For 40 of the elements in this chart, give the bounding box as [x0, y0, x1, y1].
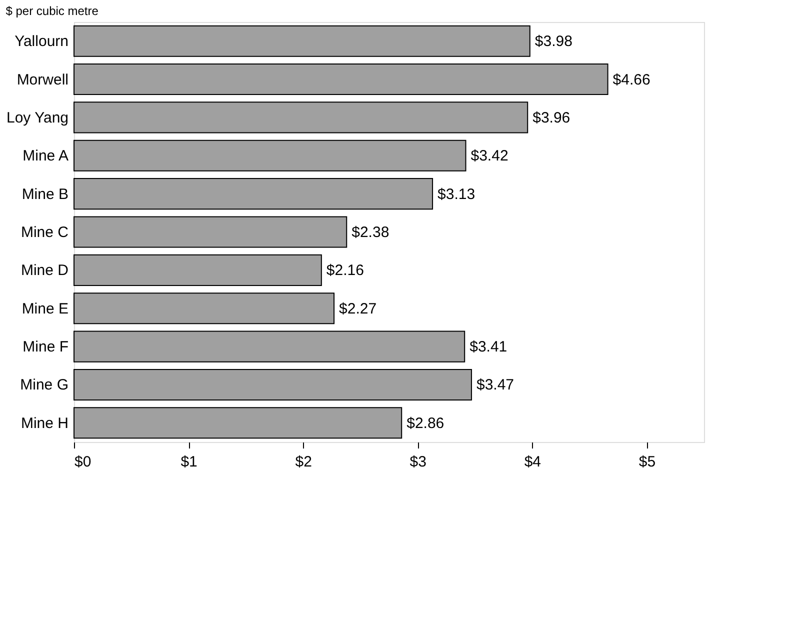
data-label: $3.96: [532, 109, 570, 126]
data-label: $2.86: [406, 414, 444, 432]
x-tick-label: $4: [524, 454, 542, 470]
x-axis-title: $ per cubic metre: [6, 4, 99, 18]
bar: [74, 254, 322, 286]
data-label: $3.98: [534, 33, 572, 50]
bar: [74, 368, 472, 400]
y-tick-label: Yallourn: [14, 33, 68, 50]
data-label: $2.27: [339, 300, 377, 318]
data-label: $2.16: [326, 262, 364, 280]
bar: [74, 292, 335, 324]
bar: [74, 102, 528, 134]
y-tick-label: Morwell: [16, 71, 68, 88]
data-label: $4.66: [612, 71, 650, 88]
bar: [74, 25, 530, 57]
y-tick-label: Mine D: [20, 262, 69, 280]
x-tick-label: $0: [74, 454, 92, 470]
y-tick-label: Mine H: [20, 414, 68, 432]
data-label: $3.13: [438, 186, 476, 203]
y-tick-label: Mine G: [20, 376, 68, 394]
x-tick-label: $3: [410, 454, 426, 470]
y-tick-label: Mine B: [22, 186, 68, 203]
y-tick-label: Mine E: [22, 300, 68, 318]
bar: [74, 64, 608, 96]
bar: [74, 216, 348, 248]
y-tick-label: Mine F: [22, 338, 68, 356]
y-tick-label: Mine C: [20, 224, 69, 241]
x-tick-label: $2: [295, 454, 312, 470]
x-tick-label: $1: [180, 454, 198, 470]
y-tick-label: Mine A: [22, 148, 68, 165]
bar: [74, 140, 466, 172]
y-tick-label: Loy Yang: [6, 109, 68, 126]
data-label: $2.38: [352, 224, 390, 241]
x-tick-label: $5: [638, 454, 656, 470]
bar: [74, 330, 466, 362]
bar: [74, 178, 434, 210]
bar: [74, 407, 402, 439]
data-label: $3.47: [476, 376, 514, 394]
data-label: $3.41: [470, 338, 508, 356]
data-label: $3.42: [470, 148, 508, 165]
